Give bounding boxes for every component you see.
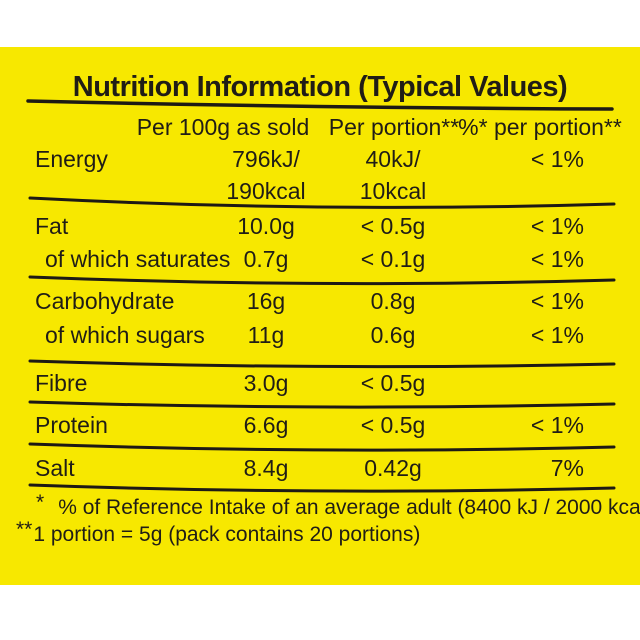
fat-percent-value: < 1% [530,213,584,239]
title-underline [26,99,614,111]
table-rules [26,99,616,493]
protein-per-portion-value: < 0.5g [360,412,426,438]
sugars-per-100g-value: 11g [247,322,285,348]
fat-per-portion-value: < 0.5g [360,213,426,239]
row-label: of which sugars [45,322,205,348]
saturates-per-portion-value: < 0.1g [360,246,426,272]
table-row-sugars: of which sugars 11g 0.6g < 1% [0,322,640,350]
protein-per-100g-value: 6.6g [243,412,289,438]
energy-per-portion-kcal-value: 10kcal [359,178,427,204]
salt-per-portion-value: 0.42g [364,455,422,481]
footnote-text: % of Reference Intake of an average adul… [58,496,640,519]
row-label: Salt [35,455,75,481]
rule-line [28,442,616,452]
rule-line [28,196,616,209]
row-label: Energy [35,146,108,172]
energy-per-portion-value: 40kJ/ [365,146,421,172]
table-row-saturates: of which saturates 0.7g < 0.1g < 1% [0,246,640,274]
table-row-salt: Salt 8.4g 0.42g 7% [0,455,640,483]
salt-percent-value: 7% [550,455,584,481]
column-header-per-100g: Per 100g as sold [136,114,310,140]
page-title: Nutrition Information (Typical Values) [72,71,568,103]
table-row-protein: Protein 6.6g < 0.5g < 1% [0,412,640,440]
saturates-per-100g-value: 0.7g [243,246,289,272]
fibre-per-100g-value: 3.0g [243,370,289,396]
footnote-text: 1 portion = 5g (pack contains 20 portion… [33,523,421,546]
energy-per-100g-value: 796kJ/ [232,146,300,172]
row-label: of which saturates [45,246,231,272]
rule-line [28,275,616,286]
nutrition-label: Nutrition Information (Typical Values) P… [0,47,640,585]
carbohydrate-percent-value: < 1% [530,288,584,314]
table-row-energy: Energy 796kJ/ 40kJ/ < 1% [0,146,640,174]
sugars-per-portion-value: 0.6g [370,322,416,348]
saturates-percent-value: < 1% [530,246,584,272]
table-row-carbohydrate: Carbohydrate 16g 0.8g < 1% [0,288,640,316]
carbohydrate-per-portion-value: 0.8g [370,288,416,314]
footnote-marker: ** [16,518,33,541]
fibre-per-portion-value: < 0.5g [360,370,426,396]
column-headers: Per 100g as sold Per portion** %* per po… [0,114,640,142]
footnote-portion-size: **1 portion = 5g (pack contains 20 porti… [16,518,420,547]
table-row-fat: Fat 10.0g < 0.5g < 1% [0,213,640,241]
column-header-percent-per-portion: %* per portion** [458,114,622,140]
row-label: Fibre [35,370,88,396]
salt-per-100g-value: 8.4g [243,455,289,481]
row-label: Protein [35,412,108,438]
table-row-energy-line2: 190kcal 10kcal [0,178,640,206]
column-header-per-portion: Per portion** [328,114,460,140]
footnote-marker: * [36,491,45,514]
rule-line [28,483,616,493]
rule-line [28,400,616,409]
footnote-reference-intake: * % of Reference Intake of an average adu… [36,491,640,520]
energy-percent-value: < 1% [530,146,584,172]
row-label: Fat [35,213,69,239]
sugars-percent-value: < 1% [530,322,584,348]
fat-per-100g-value: 10.0g [237,213,295,239]
carbohydrate-per-100g-value: 16g [246,288,286,314]
energy-per-100g-kcal-value: 190kcal [226,178,306,204]
protein-percent-value: < 1% [530,412,584,438]
rule-line [28,359,616,369]
table-row-fibre: Fibre 3.0g < 0.5g [0,370,640,398]
row-label: Carbohydrate [35,288,175,314]
